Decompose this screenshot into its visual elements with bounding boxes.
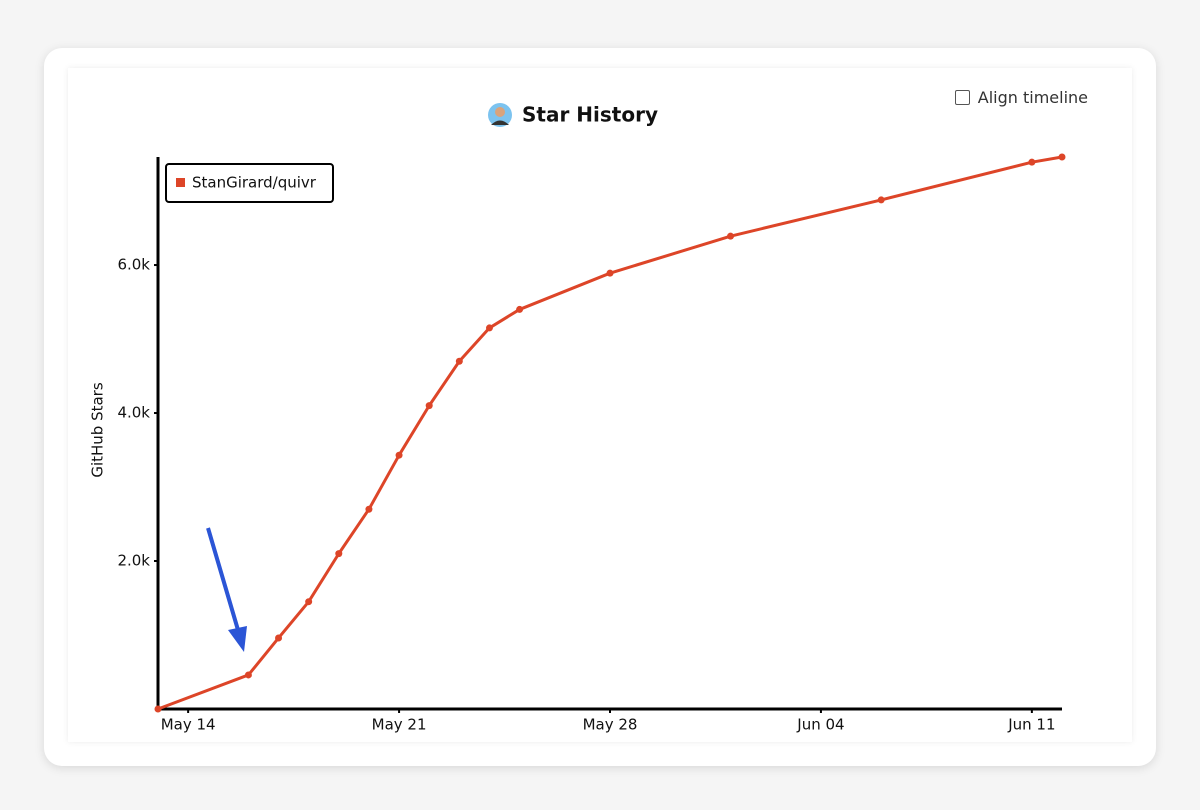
x-tick-label: May 28 (583, 716, 638, 734)
avatar-body (491, 120, 509, 125)
point (425, 402, 433, 410)
legend-swatch (176, 178, 185, 187)
y-tick-label: 2.0k (117, 552, 150, 570)
x-tick-label: Jun 04 (796, 716, 844, 734)
arrow (206, 527, 240, 631)
point (395, 451, 403, 459)
y-axis-label: GitHub Stars (89, 382, 107, 478)
x-tick-label: May 21 (372, 716, 427, 734)
point (516, 305, 524, 313)
point (154, 705, 162, 713)
point (365, 505, 373, 513)
point (606, 269, 614, 277)
align-label: Align timeline (977, 88, 1088, 107)
legend (165, 163, 334, 203)
chart-title: Star History (522, 103, 658, 127)
x-tick-label: Jun 11 (1007, 716, 1055, 734)
legend-label: StanGirard/quivr (192, 174, 317, 192)
y-tick-label: 6.0k (117, 256, 150, 274)
arrow-head (228, 626, 247, 652)
x-tick-label: May 14 (161, 716, 216, 734)
point (275, 634, 283, 642)
y-tick-label: 4.0k (117, 404, 150, 422)
point (455, 357, 463, 365)
series-line (157, 155, 1063, 711)
checkbox[interactable] (954, 90, 970, 105)
point (727, 232, 735, 240)
point (485, 324, 493, 332)
point (335, 550, 343, 558)
point (877, 196, 885, 204)
point (244, 671, 252, 679)
point (1028, 158, 1036, 166)
avatar-face (495, 107, 505, 117)
align-timeline[interactable]: Align timeline (954, 88, 1088, 107)
point (305, 598, 313, 606)
point (1058, 153, 1066, 161)
